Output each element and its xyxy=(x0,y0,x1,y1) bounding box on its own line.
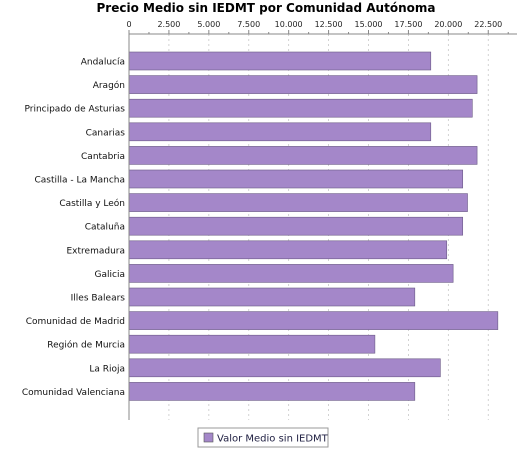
category-label: Castilla y León xyxy=(59,198,125,209)
legend-swatch xyxy=(203,432,214,443)
category-label: Canarias xyxy=(86,128,126,138)
bar xyxy=(128,358,441,378)
category-label: Andalucía xyxy=(81,58,125,68)
x-tick-label: 17.500 xyxy=(394,20,422,29)
x-tick-label: 5.000 xyxy=(197,20,220,29)
x-tick-label: 20.000 xyxy=(434,20,462,29)
category-label: Castilla - La Mancha xyxy=(34,176,125,186)
bars xyxy=(128,51,499,401)
bar xyxy=(128,51,432,71)
category-labels: Andalucía Aragón Principado de Asturias Can… xyxy=(22,58,125,398)
x-axis-ticks: 0 2.500 5.000 7.500 10.000 12.500 15.000 17.500… xyxy=(126,20,509,34)
bar xyxy=(128,146,478,165)
bar xyxy=(128,98,473,118)
bar xyxy=(128,75,478,94)
bar xyxy=(128,264,454,283)
category-label: Cantabria xyxy=(81,152,125,162)
bar xyxy=(128,311,499,330)
bar xyxy=(128,193,468,212)
category-label: Región de Murcia xyxy=(47,340,125,351)
chart-title: Precio Medio sin IEDMT por Comunidad Aut… xyxy=(97,1,436,15)
category-label: Extremadura xyxy=(67,246,126,256)
bar xyxy=(128,122,432,142)
x-tick-label: 2.500 xyxy=(157,20,180,29)
category-label: Illes Balears xyxy=(71,294,126,304)
x-tick-label: 7.500 xyxy=(237,20,260,29)
category-label: Comunidad Valenciana xyxy=(22,388,125,398)
legend-label: Valor Medio sin IEDMT xyxy=(217,434,329,445)
x-tick-label: 15.000 xyxy=(355,20,383,29)
bar xyxy=(128,382,416,401)
legend: Valor Medio sin IEDMT xyxy=(197,427,329,448)
category-label: Aragón xyxy=(93,80,125,91)
category-label: La Rioja xyxy=(89,364,125,374)
category-label: Comunidad de Madrid xyxy=(26,317,125,327)
category-label: Principado de Asturias xyxy=(24,105,125,115)
x-tick-label: 10.000 xyxy=(275,20,303,29)
x-tick-label: 12.500 xyxy=(315,20,343,29)
category-label: Galicia xyxy=(95,270,125,280)
legend-box xyxy=(197,427,329,448)
x-tick-label: 22.500 xyxy=(474,20,502,29)
bar xyxy=(128,216,464,236)
bar xyxy=(128,240,448,260)
category-label: Cataluña xyxy=(85,223,125,233)
bar xyxy=(128,169,464,189)
bar xyxy=(128,287,416,307)
x-tick-label: 0 xyxy=(126,20,131,29)
bar xyxy=(128,334,376,354)
